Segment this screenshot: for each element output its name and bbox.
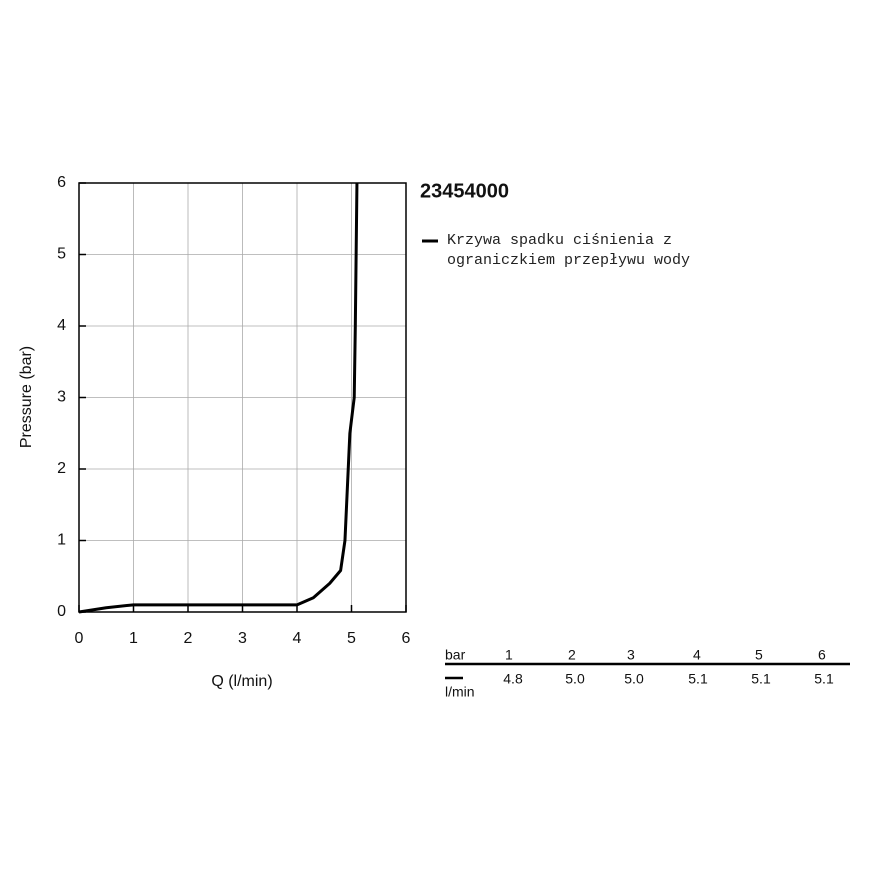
table-header: bar xyxy=(445,647,466,663)
legend-label: Krzywa spadku ciśnienia z ograniczkiem p… xyxy=(447,232,691,269)
line xyxy=(78,182,359,614)
x-axis-label: Q (l/min) xyxy=(211,673,272,690)
y-axis-label: Pressure (bar) xyxy=(18,346,35,448)
table-header: 6 xyxy=(818,647,826,663)
x-tick-label: 6 xyxy=(402,630,411,647)
y-tick-label: 6 xyxy=(57,174,66,191)
table-header: 1 xyxy=(505,647,513,663)
table-cell: 5.0 xyxy=(624,671,644,687)
x-tick-label: 0 xyxy=(75,630,84,647)
table-cell: 5.1 xyxy=(688,671,708,687)
table-unit: l/min xyxy=(445,684,475,700)
x-tick-label: 3 xyxy=(238,630,247,647)
y-tick-label: 3 xyxy=(57,389,66,406)
y-tick-label: 1 xyxy=(57,532,66,549)
table: l/min bar 1 2 3 4 5 6 4.8 5.0 5.0 5.1 5.1 5.1 xyxy=(445,647,850,700)
y-tick-label: 2 xyxy=(57,460,66,477)
table-cell: 5.1 xyxy=(751,671,771,687)
y-tick-label: 0 xyxy=(57,603,66,620)
table-header: 4 xyxy=(693,647,701,663)
y-tick-label: 4 xyxy=(57,317,66,334)
table-header: 3 xyxy=(627,647,635,663)
x-tick-label: 5 xyxy=(347,630,356,647)
table-header: 2 xyxy=(568,647,576,663)
plot-frame xyxy=(78,182,407,613)
x-tick-label: 1 xyxy=(129,630,138,647)
table-cell: 5.1 xyxy=(814,671,834,687)
table-cell: 4.8 xyxy=(503,671,523,687)
y-tick-label: 5 xyxy=(57,246,66,263)
table-header: 5 xyxy=(755,647,763,663)
chart-title: 23454000 xyxy=(420,180,509,202)
x-tick-label: 2 xyxy=(184,630,193,647)
x-tick-label: 4 xyxy=(293,630,302,647)
table-cell: 5.0 xyxy=(565,671,585,687)
